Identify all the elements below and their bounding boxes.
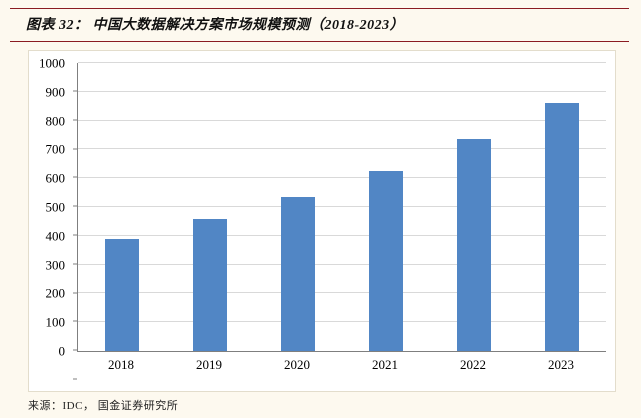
bar-2020 xyxy=(281,196,315,351)
y-tick-mark xyxy=(73,176,77,178)
x-tick-label: 2019 xyxy=(196,357,222,372)
y-tick-label: 0 xyxy=(58,343,66,359)
y-tick-label: 700 xyxy=(45,141,66,157)
chart-header: 图表 32： 中国大数据解决方案市场规模预测（2018-2023） xyxy=(10,8,629,42)
y-tick-mark xyxy=(73,119,77,121)
bar-2022 xyxy=(457,139,491,351)
y-tick-label: 800 xyxy=(45,113,66,129)
y-tick-label: 400 xyxy=(45,228,66,244)
gridline xyxy=(78,321,606,323)
x-tick-label: 2022 xyxy=(460,357,486,372)
x-tick-label: 2023 xyxy=(548,357,574,372)
plot-area xyxy=(77,62,606,352)
bar-2021 xyxy=(369,171,403,351)
gridline xyxy=(78,148,606,150)
y-tick-mark xyxy=(73,349,77,351)
chart-title: 图表 32： 中国大数据解决方案市场规模预测（2018-2023） xyxy=(26,18,405,33)
x-tick-label: 2020 xyxy=(284,357,310,372)
gridline xyxy=(78,119,606,121)
gridline xyxy=(78,62,606,63)
y-tick-mark xyxy=(73,90,77,92)
y-tick-label: 1000 xyxy=(39,55,65,71)
gridline xyxy=(78,177,606,179)
y-tick-label: 600 xyxy=(45,170,66,186)
y-axis: 0 100 200 300 400 500 600 700 800 900 1000 xyxy=(29,57,73,358)
y-tick-label: 200 xyxy=(45,285,66,301)
x-tick-label: 2018 xyxy=(108,357,134,372)
gridline xyxy=(78,90,606,92)
y-tick-mark xyxy=(73,148,77,150)
bar-2023 xyxy=(545,102,579,351)
y-tick-mark xyxy=(73,263,77,265)
bar-2019 xyxy=(193,219,227,351)
y-tick-mark xyxy=(73,320,77,322)
chart-frame: 0 100 200 300 400 500 600 700 800 900 1000 2018 201… xyxy=(28,50,616,392)
x-tick-label: 2021 xyxy=(372,357,398,372)
y-tick-mark xyxy=(73,292,77,294)
y-tick-mark xyxy=(73,234,77,236)
bar-2018 xyxy=(105,238,139,351)
y-tick-label: 300 xyxy=(45,257,66,273)
y-tick-label: 500 xyxy=(45,199,66,215)
gridline xyxy=(78,234,606,236)
y-tick-label: 900 xyxy=(45,84,66,100)
gridline xyxy=(78,292,606,294)
y-tick-label: 100 xyxy=(45,314,66,330)
y-tick-mark xyxy=(73,378,77,380)
x-axis: 2018 2019 2020 2021 2022 2023 xyxy=(77,357,605,377)
gridline xyxy=(78,263,606,265)
y-tick-mark xyxy=(73,205,77,207)
gridline xyxy=(78,206,606,207)
source-text: 来源：IDC， 国金证券研究所 xyxy=(28,400,179,412)
